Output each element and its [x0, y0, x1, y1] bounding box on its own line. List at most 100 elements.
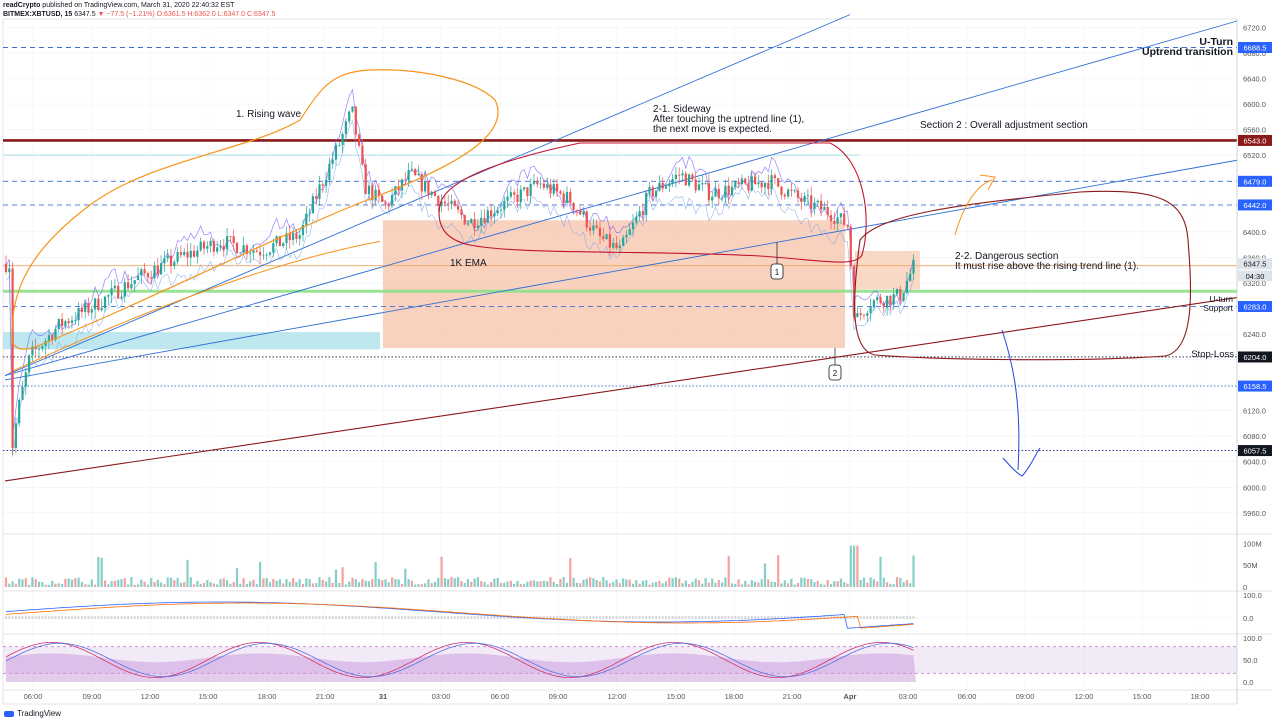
- osc-histogram-bar: [688, 616, 691, 619]
- candle-body: [44, 340, 47, 347]
- volume-bar: [879, 556, 882, 587]
- author-name[interactable]: readCrypto: [3, 2, 41, 9]
- candle-body: [767, 182, 770, 190]
- osc-histogram-bar: [579, 616, 582, 619]
- candle-body: [641, 211, 644, 215]
- stoch-area: [6, 653, 916, 682]
- candle-body: [899, 288, 902, 301]
- volume-bar: [143, 581, 146, 587]
- volume-bar: [902, 582, 905, 587]
- candle-body: [371, 185, 374, 201]
- candle-body: [503, 200, 506, 210]
- osc-histogram-bar: [285, 616, 288, 619]
- osc-histogram-bar: [645, 616, 648, 619]
- osc-histogram-bar: [212, 616, 215, 619]
- osc-histogram-bar: [754, 616, 757, 619]
- osc-histogram-bar: [556, 616, 559, 619]
- candle-body: [278, 236, 281, 247]
- osc-histogram-bar: [490, 616, 493, 619]
- long-support-line: [4, 297, 1238, 482]
- volume-bar: [559, 578, 562, 587]
- price-badge: [1238, 175, 1272, 187]
- volume-bar: [367, 581, 371, 587]
- osc-histogram-bar: [97, 616, 100, 619]
- candle-body: [876, 297, 879, 301]
- volume-bar: [513, 583, 516, 587]
- candle-body: [519, 189, 522, 203]
- volume-tick-label: 100M: [1243, 539, 1262, 548]
- candle-body: [622, 237, 625, 246]
- osc-histogram-bar: [589, 616, 592, 619]
- osc-tick-label: 0.0: [1243, 614, 1253, 623]
- volume-bar: [843, 582, 846, 587]
- publish-info: readCrypto published on TradingView.com,…: [3, 2, 234, 9]
- volume-bar: [21, 579, 24, 587]
- candle-body: [391, 195, 394, 206]
- candle-body: [490, 210, 493, 217]
- candle-body: [598, 227, 602, 237]
- osc-histogram-bar: [292, 616, 295, 619]
- price-badge: [1238, 351, 1272, 363]
- volume-bar: [186, 559, 189, 587]
- candle-body: [11, 268, 14, 448]
- volume-bar: [638, 583, 641, 587]
- candle-body: [773, 175, 776, 179]
- osc-histogram-bar: [595, 616, 598, 619]
- osc-histogram-bar: [618, 616, 621, 619]
- candle-body: [14, 423, 17, 448]
- time-tick-label: Apr: [844, 692, 857, 701]
- price-tick-label: 6040.0: [1243, 458, 1266, 467]
- volume-bar: [882, 577, 885, 587]
- osc-histogram-bar: [826, 616, 829, 619]
- symbol-name[interactable]: BITMEX:XBTUSD, 15: [3, 11, 73, 18]
- osc-histogram-bar: [272, 616, 275, 619]
- candle-body: [24, 372, 27, 387]
- candle-body: [193, 250, 196, 257]
- volume-bar: [707, 582, 710, 587]
- price-tick-label: 6560.0: [1243, 126, 1266, 135]
- volume-bar: [585, 578, 588, 587]
- volume-bar: [226, 580, 229, 587]
- osc-histogram-bar: [94, 616, 97, 619]
- volume-bar: [407, 579, 410, 587]
- levels-layer: [3, 47, 1237, 452]
- osc-histogram-bar: [163, 616, 166, 619]
- osc-histogram-bar: [671, 616, 674, 619]
- osc-histogram-bar: [410, 616, 413, 619]
- candle-body: [113, 285, 116, 289]
- volume-bar: [763, 563, 767, 587]
- price-tick-label: 6240.0: [1243, 330, 1266, 339]
- candle-body: [100, 307, 103, 310]
- candle-body: [311, 196, 314, 214]
- tradingview-brand[interactable]: TradingView: [4, 709, 61, 718]
- volume-bar: [103, 580, 107, 587]
- osc-histogram-bar: [661, 616, 664, 619]
- volume-bar: [364, 580, 367, 587]
- price-badge: [1238, 445, 1272, 457]
- candle-body: [216, 247, 219, 252]
- price-badge-label: 6479.0: [1244, 177, 1267, 186]
- osc-histogram-bar: [414, 616, 417, 619]
- volume-bar: [123, 578, 126, 587]
- osc-histogram-bar: [275, 616, 278, 619]
- osc-histogram-bar: [153, 616, 156, 619]
- candle-body: [173, 261, 176, 266]
- osc-histogram-bar: [338, 616, 341, 619]
- volume-bar: [338, 583, 341, 587]
- osc-histogram-bar: [846, 616, 849, 619]
- osc-histogram-bar: [100, 616, 103, 619]
- osc-histogram-bar: [331, 616, 334, 619]
- osc-histogram-bar: [879, 616, 882, 619]
- candle-body: [341, 133, 344, 146]
- volume-bar: [54, 583, 57, 587]
- time-tick-label: 03:00: [899, 692, 918, 701]
- candle-body: [869, 307, 872, 314]
- volume-bar: [268, 582, 272, 587]
- volume-tick-label: 0: [1243, 583, 1247, 592]
- marker-1-box: [770, 263, 784, 280]
- candle-body: [872, 300, 875, 308]
- candle-body: [608, 234, 611, 248]
